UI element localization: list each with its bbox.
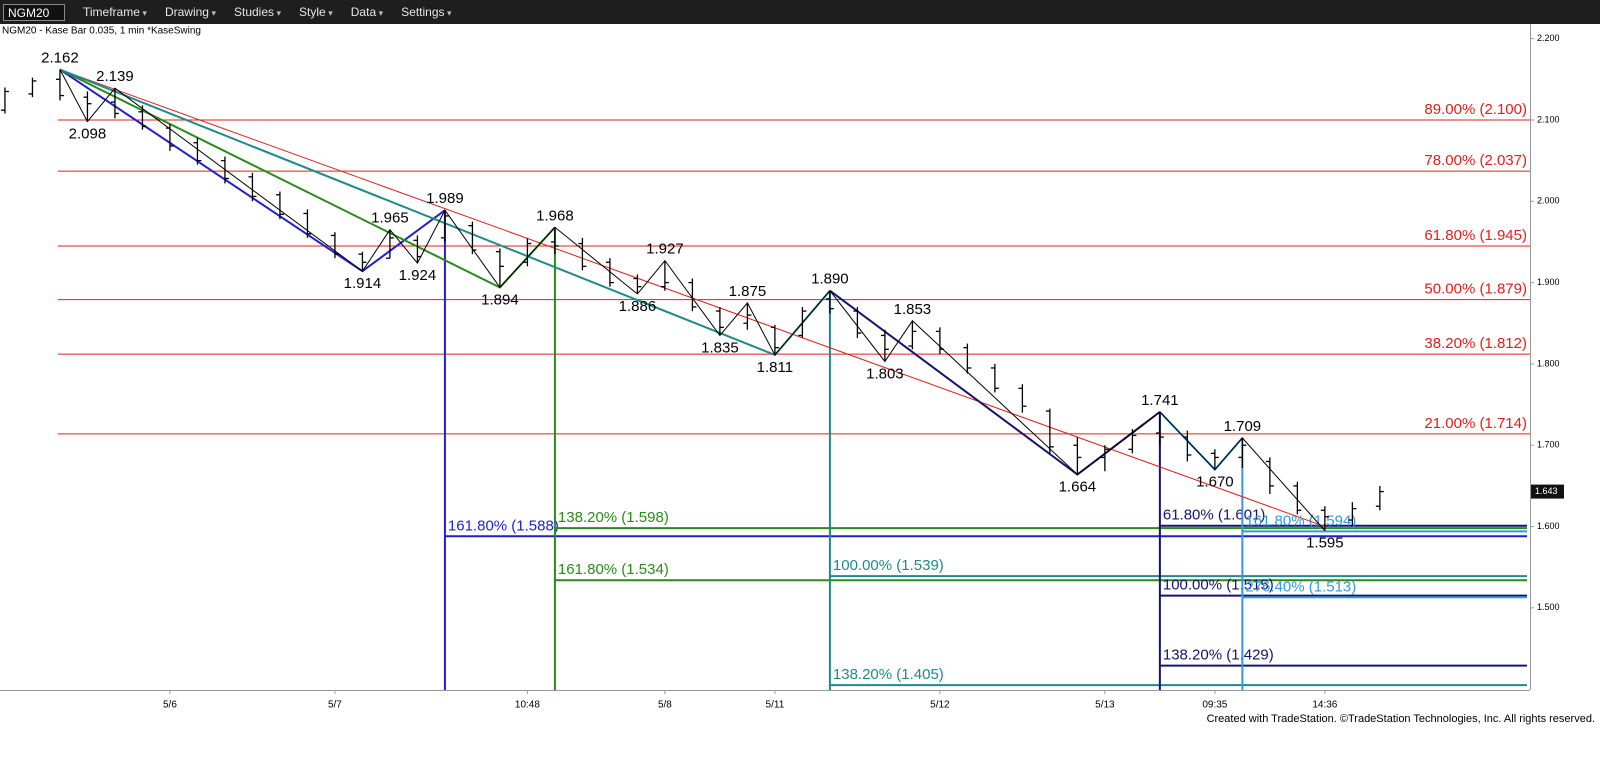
toolbar: NGM20 Timeframe Drawing Studies Style Data Se… (0, 0, 1600, 24)
swing-label: 1.894 (481, 291, 519, 308)
chart: NGM20 - Kase Bar 0.035, 1 min *KaseSwing… (0, 24, 1600, 741)
swing-label: 1.989 (426, 190, 464, 207)
retracement-label: 78.00% (2.037) (1424, 152, 1527, 169)
retracement-label: 21.00% (1.714) (1424, 415, 1527, 432)
swing-label: 1.927 (646, 241, 684, 258)
y-tick-label: 1.500 (1537, 602, 1560, 612)
x-tick-label: 14:36 (1312, 700, 1337, 711)
y-tick-label: 1.700 (1537, 440, 1560, 450)
toolbar-button[interactable]: Studies (234, 5, 281, 19)
projection-label: 161.80% (1.534) (558, 561, 669, 578)
toolbar-button[interactable]: Drawing (165, 5, 216, 19)
toolbar-button[interactable]: Timeframe (83, 5, 147, 19)
projection-label: 61.80% (1.601) (1163, 507, 1266, 524)
swing-label: 2.098 (69, 126, 107, 143)
last-price: 1.643 (1535, 486, 1558, 496)
footer: Created with TradeStation. ©TradeStation… (1207, 713, 1595, 725)
retracement-label: 89.00% (2.100) (1424, 101, 1527, 118)
swing-label: 1.811 (757, 359, 793, 376)
projection-label: 138.20% (1.598) (558, 509, 669, 526)
swing-label: 1.886 (619, 298, 657, 315)
x-tick-label: 5/12 (930, 700, 950, 711)
projection-label: 161.80% (1.588) (448, 517, 559, 534)
x-tick-label: 5/7 (328, 700, 342, 711)
symbol-box[interactable]: NGM20 (3, 3, 65, 21)
projection-label: 138.20% (1.429) (1163, 647, 1274, 664)
chart-title: NGM20 - Kase Bar 0.035, 1 min *KaseSwing (2, 26, 201, 37)
swing-label: 1.664 (1059, 478, 1097, 495)
y-tick-label: 1.900 (1537, 277, 1560, 287)
swing-label: 1.741 (1141, 392, 1179, 409)
swing-label: 1.835 (701, 339, 739, 356)
swing-label: 1.803 (866, 365, 904, 382)
swing-label: 1.875 (729, 283, 767, 300)
x-tick-label: 5/8 (658, 700, 672, 711)
projection-label: 138.20% (1.405) (833, 666, 944, 683)
toolbar-button[interactable]: Data (351, 5, 383, 19)
y-tick-label: 2.200 (1537, 33, 1560, 43)
swing-label: 2.139 (96, 68, 134, 85)
swing-label: 1.853 (894, 301, 932, 318)
swing-label: 1.709 (1224, 418, 1262, 435)
y-tick-label: 1.600 (1537, 521, 1560, 531)
toolbar-button[interactable]: Style (299, 5, 333, 19)
projection-label: 161.80% (1.594) (1245, 512, 1356, 529)
chart-bg (0, 24, 1600, 741)
retracement-label: 50.00% (1.879) (1424, 281, 1527, 298)
y-tick-label: 1.800 (1537, 358, 1560, 368)
page: NGM20 Timeframe Drawing Studies Style Data Se… (0, 0, 1600, 741)
swing-label: 1.965 (371, 210, 409, 227)
swing-label: 1.914 (344, 275, 382, 292)
swing-label: 1.890 (811, 271, 849, 288)
last-price-box (1531, 484, 1564, 499)
x-tick-label: 09:35 (1202, 700, 1227, 711)
swing-label: 1.595 (1306, 535, 1344, 552)
x-tick-label: 5/6 (163, 700, 177, 711)
x-tick-label: 5/13 (1095, 700, 1115, 711)
projection-label: 100.00% (1.539) (833, 557, 944, 574)
swing-label: 1.670 (1196, 474, 1234, 491)
swing-label: 2.162 (41, 50, 79, 67)
x-tick-label: 5/11 (766, 700, 785, 711)
swing-label: 1.924 (399, 267, 437, 284)
y-tick-label: 2.000 (1537, 196, 1560, 206)
swing-label: 1.968 (536, 207, 574, 224)
x-tick-label: 10:48 (515, 700, 540, 711)
projection-label: 100.00% (1.515) (1163, 577, 1274, 594)
toolbar-button[interactable]: Settings (401, 5, 451, 19)
retracement-label: 61.80% (1.945) (1424, 227, 1527, 244)
y-tick-label: 2.100 (1537, 114, 1560, 124)
retracement-label: 38.20% (1.812) (1424, 335, 1527, 352)
projection-label: 276.40% (1.513) (1245, 578, 1356, 595)
